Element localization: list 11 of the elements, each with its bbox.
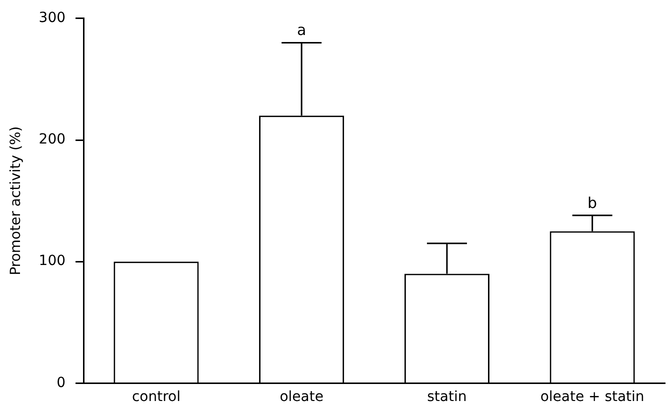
y-tick-label: 300 (38, 10, 66, 26)
x-tick-label: oleate (280, 389, 324, 406)
y-axis-title: Promoter activity (%) (8, 126, 24, 276)
x-tick-label: statin (427, 389, 467, 406)
annotation: b (588, 194, 598, 212)
y-tick-label: 0 (56, 374, 66, 391)
annotation: a (296, 21, 306, 40)
x-tick-label: oleate + statin (540, 389, 644, 406)
x-tick-label: control (132, 389, 180, 406)
y-tick-label: 200 (38, 132, 66, 148)
y-tick-label: 100 (38, 253, 66, 270)
